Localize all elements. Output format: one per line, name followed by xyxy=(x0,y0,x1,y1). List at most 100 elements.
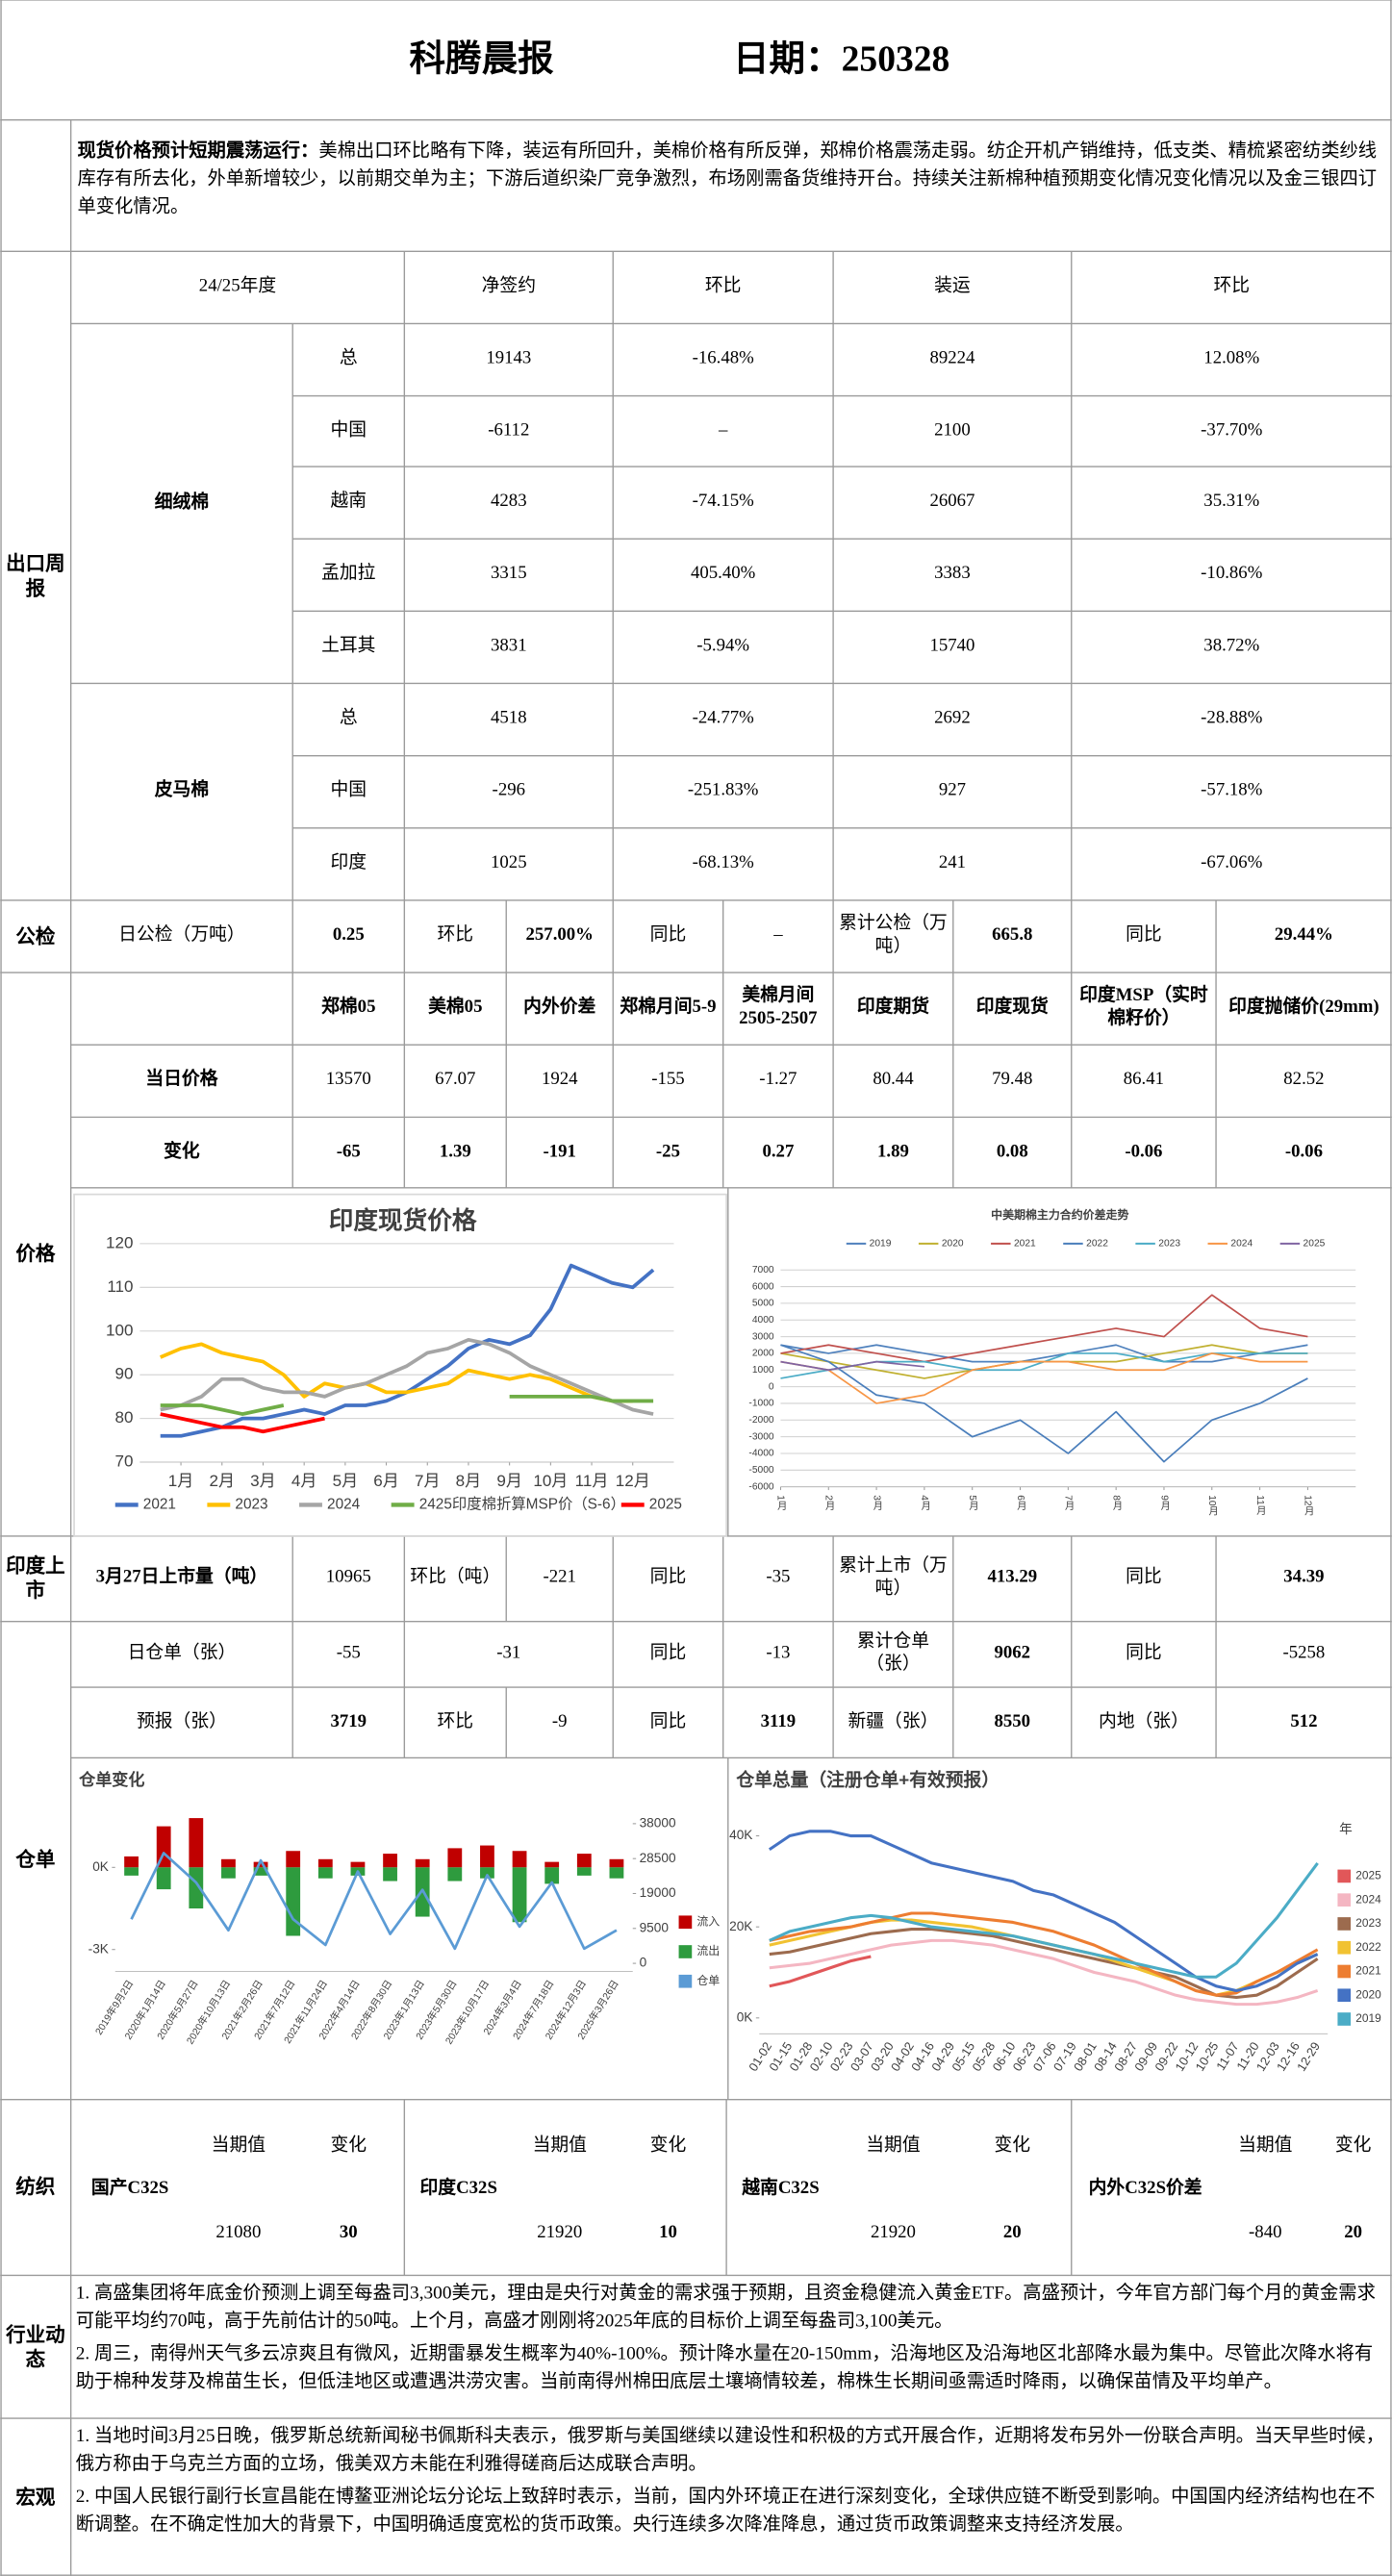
legend-label: 2019 xyxy=(1355,2011,1381,2025)
cell: -0.06 xyxy=(1125,1141,1162,1160)
section-label: 价格 xyxy=(15,1242,56,1266)
x-tick-label: 5月 xyxy=(967,1495,978,1511)
legend-label: 2022 xyxy=(1086,1239,1108,1250)
x-tick-label: 9月 xyxy=(496,1472,522,1490)
y-tick-label: -3000 xyxy=(748,1431,773,1442)
cell: 82.52 xyxy=(1283,1070,1324,1089)
bar xyxy=(544,1861,560,1868)
news-item: 2. 周三，南得州天气多云凉爽且有微风，近期雷暴发生概率为40%-100%。预计… xyxy=(75,2343,1374,2392)
x-tick-label: 10月 xyxy=(1206,1495,1218,1516)
cell-text: -31 xyxy=(496,1643,521,1663)
bar xyxy=(286,1851,301,1868)
y-tick-label: 110 xyxy=(107,1277,133,1296)
cell-text: 日公检（万吨） xyxy=(118,924,245,946)
cell: 当期值 xyxy=(212,2135,266,2155)
legend-label: 2023 xyxy=(1355,1916,1381,1930)
y-tick-label: 0K xyxy=(737,2009,753,2024)
cell: 公检 xyxy=(15,924,55,947)
cell: 19143 xyxy=(486,348,531,367)
cell-text: 土耳其 xyxy=(321,636,376,656)
legend-title: 年 xyxy=(1339,1822,1353,1836)
legend-label: 2022 xyxy=(1355,1940,1381,1954)
column-header: 装运 xyxy=(934,276,971,296)
cell-text: 15740 xyxy=(929,636,975,656)
cell: 环比 xyxy=(438,925,474,945)
series-line xyxy=(780,1294,1308,1363)
bar xyxy=(447,1867,463,1881)
cell-text: 中国 xyxy=(330,780,367,800)
cell-text: 13570 xyxy=(325,1070,371,1090)
cell-text: 80.44 xyxy=(873,1070,914,1090)
cell: 印度现货 xyxy=(976,998,1049,1017)
cell-text: 3719 xyxy=(330,1710,367,1731)
cell-text: -9 xyxy=(551,1710,568,1731)
cell: 20 xyxy=(1003,2223,1022,2242)
legend-label: 2024 xyxy=(327,1497,361,1513)
cell-text: 10 xyxy=(659,2223,677,2243)
cell: 当期值 xyxy=(866,2135,921,2156)
cell-text: -57.18% xyxy=(1201,780,1263,800)
cell: -296 xyxy=(493,780,525,799)
legend-label: 2021 xyxy=(143,1497,176,1513)
cell-text: 预报（张） xyxy=(136,1710,227,1731)
cell: 24/25年度 xyxy=(199,276,276,295)
cell-text: 1.39 xyxy=(439,1141,471,1161)
cell-text: -55 xyxy=(336,1643,361,1663)
bar xyxy=(221,1867,236,1879)
bar xyxy=(317,1858,333,1868)
cell-text: -191 xyxy=(543,1141,576,1161)
cell: 512 xyxy=(1290,1711,1317,1730)
cell: 宏观 xyxy=(15,2485,55,2508)
cell-text: 79.48 xyxy=(992,1070,1033,1090)
cell: -24.77% xyxy=(693,708,754,727)
cell-text: 21080 xyxy=(215,2223,262,2243)
cell: 3月27日上市量（吨） xyxy=(96,1568,267,1587)
cell: 20 xyxy=(1344,2223,1362,2242)
cell: 2100 xyxy=(934,420,971,440)
cell-text: 同比 xyxy=(649,924,687,946)
cell: 257.00% xyxy=(526,925,594,945)
y-tick-label: 80 xyxy=(115,1408,134,1427)
y2-tick-label: 28500 xyxy=(640,1851,676,1865)
x-tick-label: 6月 xyxy=(1015,1495,1026,1511)
cell: -5258 xyxy=(1282,1643,1325,1662)
cell-text: -13 xyxy=(766,1643,791,1663)
row-label: 当日价格 xyxy=(145,1070,218,1090)
cell: 环比（吨） xyxy=(410,1568,500,1587)
cell-text: -0.06 xyxy=(1284,1141,1323,1161)
column-header: 当期值 xyxy=(866,2135,921,2156)
y-tick-label: 90 xyxy=(115,1365,134,1383)
series-line xyxy=(780,1344,1308,1463)
legend-swatch xyxy=(678,1974,693,1988)
cell: 3383 xyxy=(934,564,971,583)
x-tick-label: 4月 xyxy=(291,1472,317,1490)
series-line xyxy=(768,1830,1319,1992)
cell: 中国 xyxy=(330,420,367,440)
group-label: 细绒棉 xyxy=(154,492,210,513)
legend-swatch xyxy=(678,1915,693,1930)
chart-frame xyxy=(73,1193,727,1537)
cell: 日仓单（张） xyxy=(128,1643,237,1662)
section-label: 纺织 xyxy=(15,2175,56,2199)
cell: -74.15% xyxy=(693,492,754,511)
cell: 1025 xyxy=(491,853,527,872)
cell-text: 0.08 xyxy=(996,1141,1028,1161)
legend-swatch xyxy=(1337,1917,1352,1931)
cell: -25 xyxy=(656,1141,680,1160)
cell: 89224 xyxy=(929,348,974,367)
cell: 3119 xyxy=(761,1711,797,1730)
bar xyxy=(124,1856,139,1868)
x-tick-label: 8月 xyxy=(1110,1495,1122,1511)
news-item: 1. 当地时间3月25日晚，俄罗斯总统新闻秘书佩斯科夫表示，俄罗斯与美国继续以建… xyxy=(75,2426,1385,2475)
cell-text: 越南 xyxy=(330,491,367,512)
bar xyxy=(383,1854,397,1868)
summary-box: 现货价格预计短期震荡运行：美棉出口环比略有下降，装运有所回升，美棉价格有所反弹，… xyxy=(77,141,1377,216)
cell: 郑棉05 xyxy=(321,998,375,1017)
bar xyxy=(286,1867,301,1936)
cell-text: 3831 xyxy=(491,636,527,656)
cell: 34.39 xyxy=(1283,1568,1324,1587)
cell-text: 印度 xyxy=(330,852,367,873)
column-header: 美棉05 xyxy=(428,997,483,1018)
cell-text: 同比 xyxy=(649,1710,687,1731)
cell: -221 xyxy=(544,1568,576,1587)
